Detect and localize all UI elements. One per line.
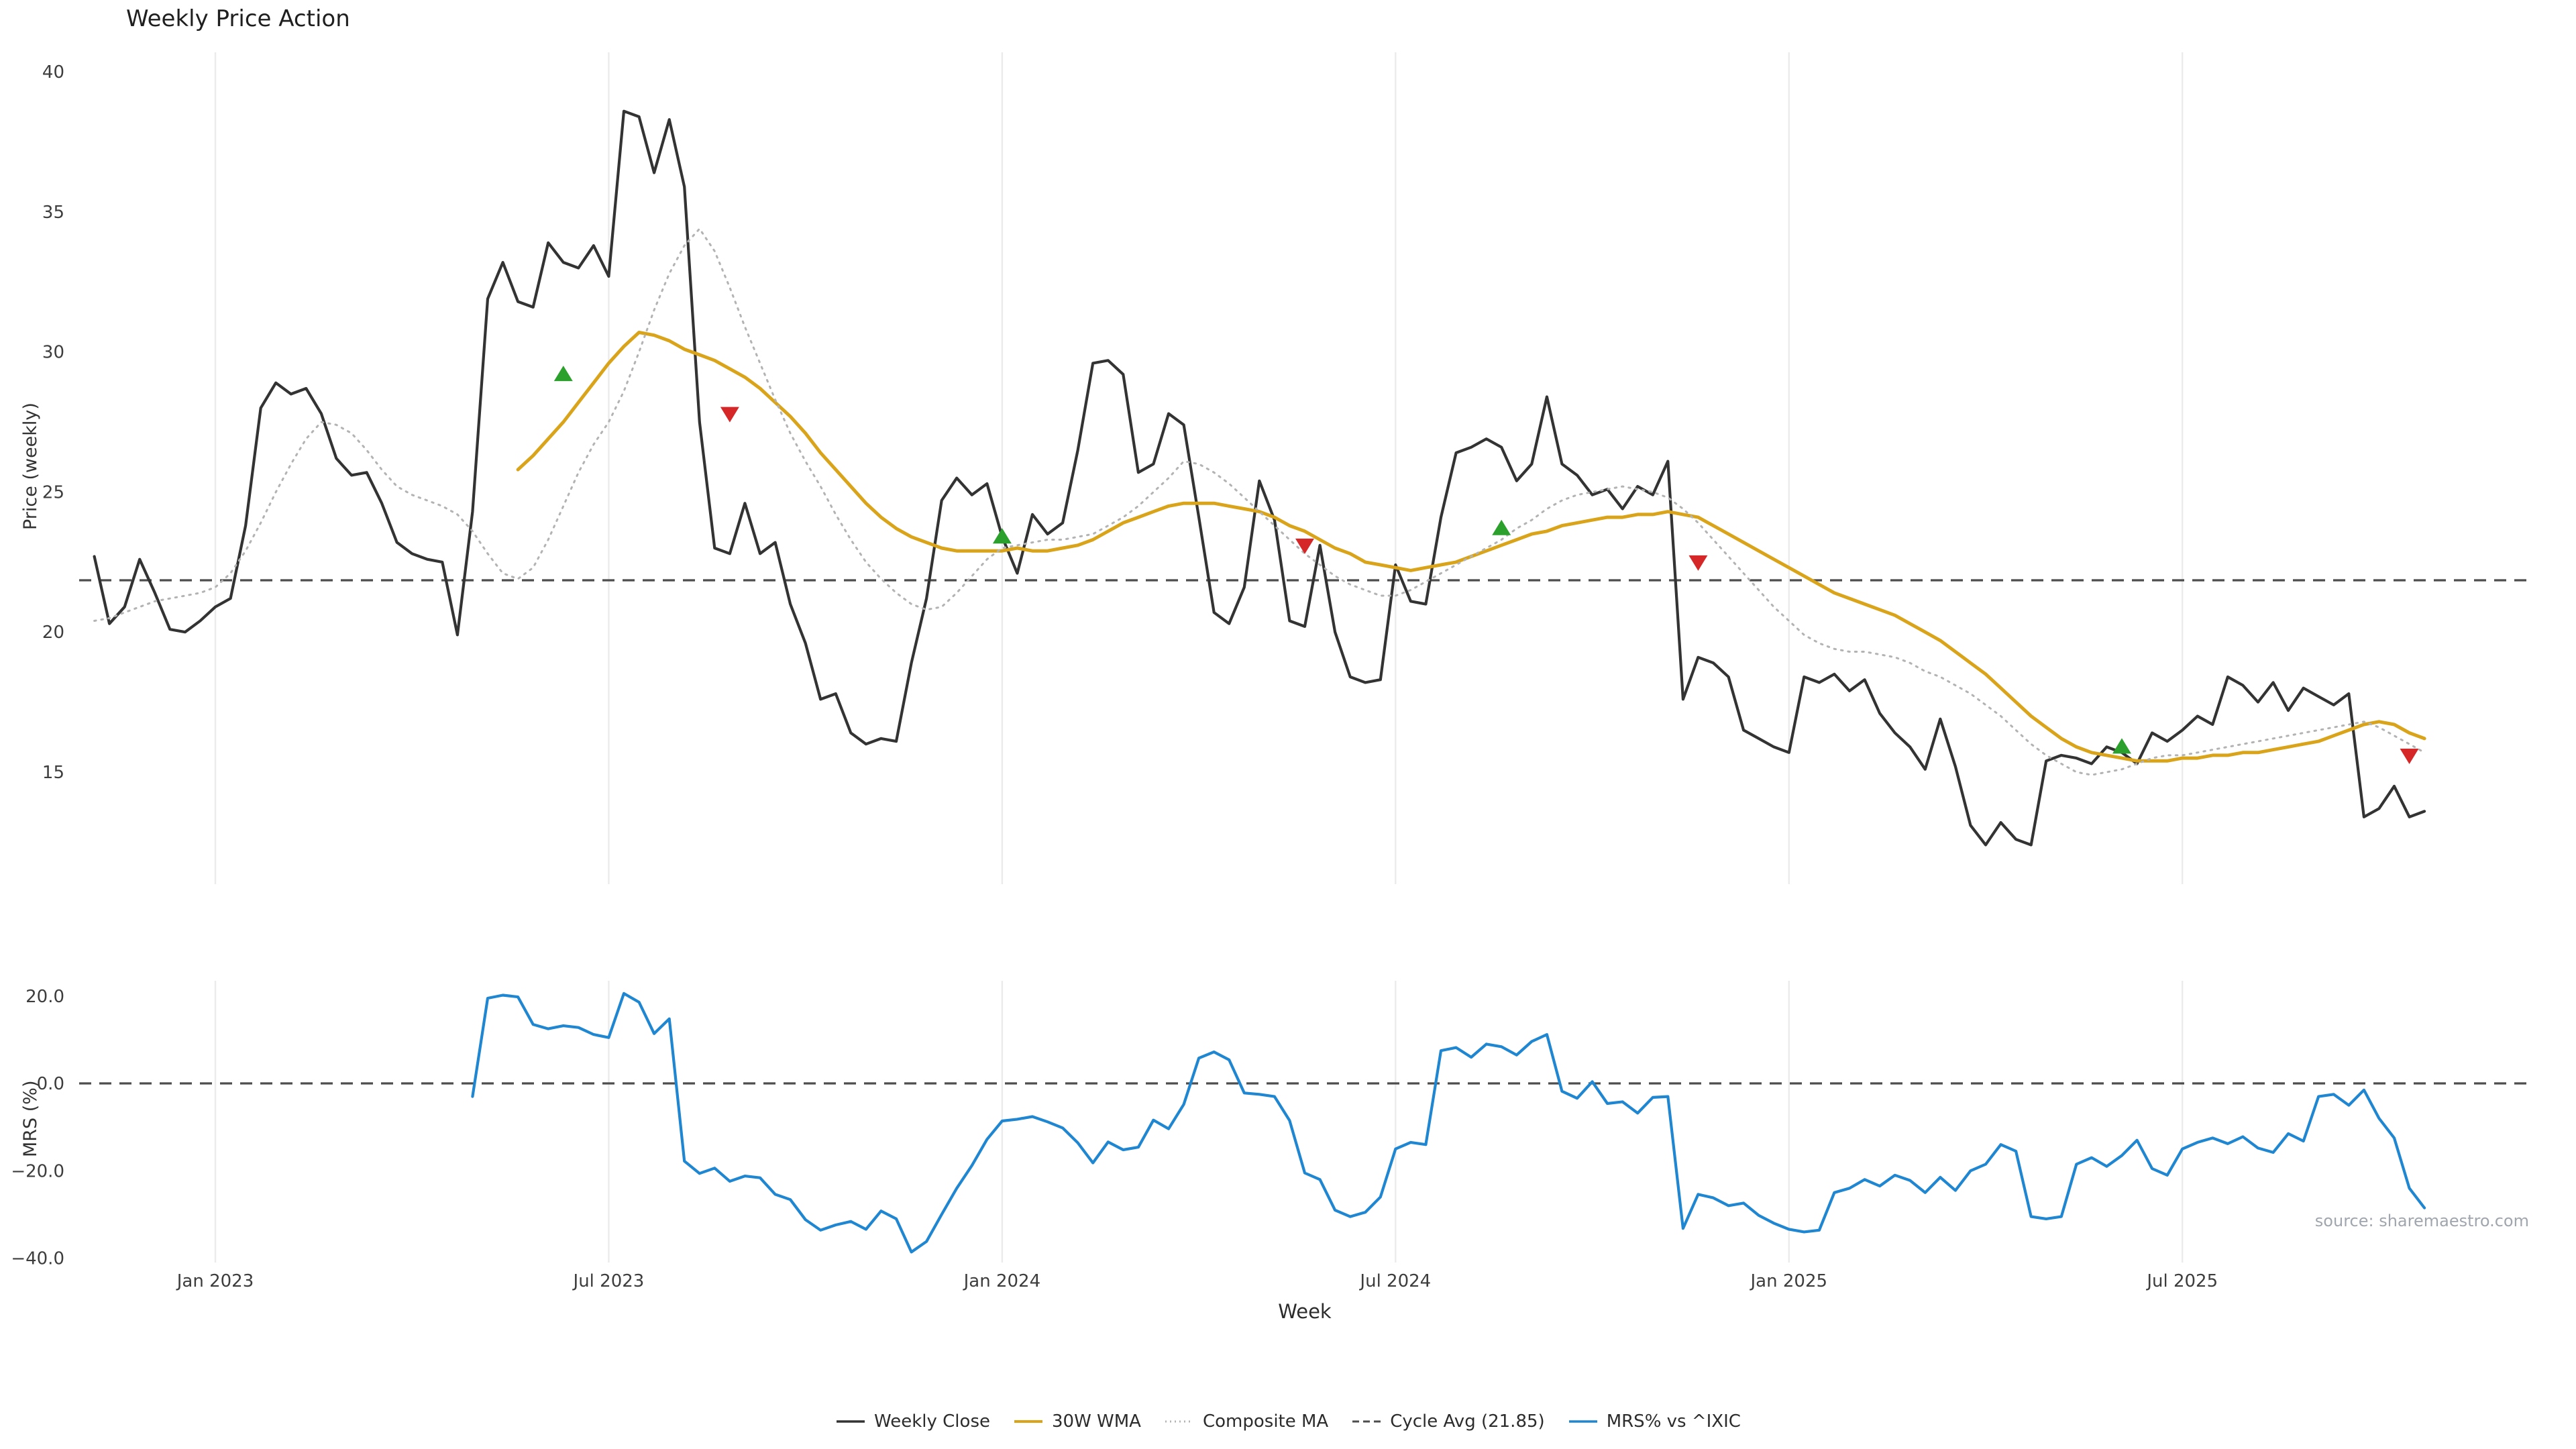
sell-signal-marker <box>1688 555 1708 571</box>
cycle-avg-swatch-icon <box>1352 1420 1381 1423</box>
x-tick-label: Jan 2023 <box>176 1271 254 1291</box>
legend-label: 30W WMA <box>1051 1411 1141 1432</box>
mrs-vs-ixic-line <box>471 991 2426 1254</box>
price-y-tick-label: 15 <box>42 763 64 783</box>
30w-wma-line <box>516 331 2426 763</box>
mrs-y-tick-label: 0.0 <box>37 1074 64 1094</box>
x-tick-label: Jul 2025 <box>2145 1271 2218 1291</box>
legend-item-30w-wma: 30W WMA <box>1013 1411 1141 1432</box>
legend-label: Cycle Avg (21.85) <box>1390 1411 1545 1432</box>
x-tick-label: Jan 2025 <box>1750 1271 1828 1291</box>
legend-label: Composite MA <box>1202 1411 1329 1432</box>
gridlines <box>214 52 2184 1263</box>
composite-ma-swatch-icon <box>1165 1420 1193 1423</box>
legend-item-cycle-avg: Cycle Avg (21.85) <box>1351 1411 1545 1432</box>
wma-swatch-icon <box>1014 1420 1042 1423</box>
buy-signal-marker <box>1492 519 1511 535</box>
reference-lines <box>79 579 2530 1085</box>
signal-markers <box>553 366 2419 764</box>
x-axis-label: Week <box>1278 1300 1332 1323</box>
weekly-close-line <box>93 109 2426 847</box>
price-y-tick-label: 20 <box>42 623 64 643</box>
buy-signal-marker <box>992 528 1012 544</box>
legend: Weekly Close 30W WMA Composite MA Cycle … <box>0 1411 2576 1432</box>
legend-item-mrs: MRS% vs ^IXIC <box>1568 1411 1741 1432</box>
mrs-y-tick-label: −20.0 <box>11 1161 64 1181</box>
weekly-close-swatch-icon <box>837 1420 865 1423</box>
legend-label: MRS% vs ^IXIC <box>1606 1411 1741 1432</box>
price-y-tick-label: 30 <box>42 343 64 363</box>
price-y-tick-label: 25 <box>42 482 64 502</box>
buy-signal-marker <box>553 366 573 382</box>
sell-signal-marker <box>2400 748 2419 764</box>
x-tick-label: Jan 2024 <box>963 1271 1041 1291</box>
series-lines <box>93 109 2426 1254</box>
composite-ma-line <box>93 227 2426 776</box>
x-tick-label: Jul 2023 <box>572 1271 645 1291</box>
mrs-swatch-icon <box>1568 1420 1597 1423</box>
mrs-y-tick-label: −40.0 <box>11 1248 64 1269</box>
price-y-tick-label: 35 <box>42 203 64 223</box>
sell-signal-marker <box>720 407 739 423</box>
price-y-tick-label: 40 <box>42 62 64 83</box>
legend-item-composite-ma: Composite MA <box>1164 1411 1328 1432</box>
chart-title: Weekly Price Action <box>126 5 350 32</box>
source-note: source: sharemaestro.com <box>2314 1212 2529 1230</box>
sell-signal-marker <box>1295 538 1314 554</box>
legend-item-weekly-close: Weekly Close <box>835 1411 990 1432</box>
mrs-y-tick-label: 20.0 <box>25 987 64 1007</box>
axis-tick-labels: 15 20 25 30 35 40 20.0 0.0 −20.0 −40.0 Jan 2023 Jul… <box>11 62 2218 1291</box>
x-tick-label: Jul 2024 <box>1358 1271 1431 1291</box>
legend-label: Weekly Close <box>874 1411 990 1432</box>
buy-signal-marker <box>2112 738 2131 754</box>
